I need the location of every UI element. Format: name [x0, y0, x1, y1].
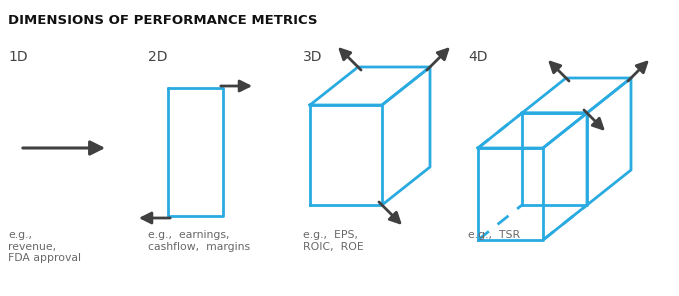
Text: 2D: 2D: [148, 50, 168, 64]
Text: e.g.,  earnings,
cashflow,  margins: e.g., earnings, cashflow, margins: [148, 230, 250, 252]
Text: 3D: 3D: [303, 50, 323, 64]
Text: DIMENSIONS OF PERFORMANCE METRICS: DIMENSIONS OF PERFORMANCE METRICS: [8, 14, 318, 27]
Text: 1D: 1D: [8, 50, 28, 64]
Text: 4D: 4D: [468, 50, 488, 64]
Text: e.g.,  TSR: e.g., TSR: [468, 230, 520, 240]
Text: e.g.,
revenue,
FDA approval: e.g., revenue, FDA approval: [8, 230, 81, 263]
Text: e.g.,  EPS,
ROIC,  ROE: e.g., EPS, ROIC, ROE: [303, 230, 364, 252]
